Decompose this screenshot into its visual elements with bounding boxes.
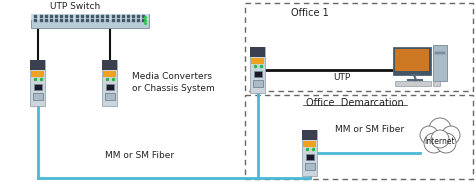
FancyBboxPatch shape [302,130,317,140]
FancyBboxPatch shape [127,19,130,21]
FancyBboxPatch shape [55,19,58,21]
FancyBboxPatch shape [76,19,79,21]
FancyBboxPatch shape [34,84,42,90]
FancyBboxPatch shape [80,19,84,21]
FancyBboxPatch shape [60,19,63,21]
FancyBboxPatch shape [76,15,79,17]
FancyBboxPatch shape [45,15,48,17]
Text: Internet: Internet [424,136,455,145]
FancyBboxPatch shape [30,60,45,106]
FancyBboxPatch shape [96,15,99,17]
FancyBboxPatch shape [102,60,117,106]
Circle shape [423,133,443,153]
FancyBboxPatch shape [111,19,114,21]
FancyBboxPatch shape [122,19,125,21]
Text: Office 1: Office 1 [290,8,328,18]
FancyBboxPatch shape [106,19,109,21]
FancyBboxPatch shape [91,19,94,21]
FancyBboxPatch shape [132,15,135,17]
FancyBboxPatch shape [392,47,430,75]
FancyBboxPatch shape [304,163,314,170]
FancyBboxPatch shape [105,93,115,100]
FancyBboxPatch shape [34,15,38,17]
FancyBboxPatch shape [251,58,264,64]
FancyBboxPatch shape [122,15,125,17]
FancyBboxPatch shape [70,15,73,17]
FancyBboxPatch shape [306,154,313,160]
Circle shape [435,133,455,153]
Circle shape [430,130,448,148]
Text: MM or SM Fiber: MM or SM Fiber [105,151,174,159]
FancyBboxPatch shape [60,15,63,17]
FancyBboxPatch shape [137,19,140,21]
FancyBboxPatch shape [65,19,68,21]
FancyBboxPatch shape [434,52,444,54]
FancyBboxPatch shape [91,15,94,17]
FancyBboxPatch shape [132,19,135,21]
FancyBboxPatch shape [50,19,53,21]
FancyBboxPatch shape [111,15,114,17]
FancyBboxPatch shape [86,19,89,21]
FancyBboxPatch shape [33,93,43,100]
FancyBboxPatch shape [96,19,99,21]
FancyBboxPatch shape [394,49,428,71]
FancyBboxPatch shape [31,14,149,20]
Circle shape [441,126,459,144]
FancyBboxPatch shape [45,19,48,21]
FancyBboxPatch shape [394,81,430,86]
FancyBboxPatch shape [103,71,116,77]
FancyBboxPatch shape [137,15,140,17]
Text: MM or SM Fiber: MM or SM Fiber [335,126,404,134]
FancyBboxPatch shape [250,47,265,93]
FancyBboxPatch shape [31,14,149,28]
FancyBboxPatch shape [142,15,145,17]
FancyBboxPatch shape [40,19,42,21]
FancyBboxPatch shape [302,130,317,176]
FancyBboxPatch shape [102,60,117,70]
Circle shape [428,118,450,140]
FancyBboxPatch shape [252,80,262,87]
FancyBboxPatch shape [250,47,265,57]
FancyBboxPatch shape [86,15,89,17]
FancyBboxPatch shape [30,60,45,70]
FancyBboxPatch shape [142,19,145,21]
FancyBboxPatch shape [117,15,119,17]
Text: Office  Demarcation: Office Demarcation [306,98,403,108]
Text: UTP: UTP [332,73,349,82]
FancyBboxPatch shape [106,84,114,90]
FancyBboxPatch shape [432,81,439,86]
FancyBboxPatch shape [432,45,446,81]
FancyBboxPatch shape [127,15,130,17]
FancyBboxPatch shape [40,15,42,17]
FancyBboxPatch shape [101,15,104,17]
Text: Media Converters
or Chassis System: Media Converters or Chassis System [132,72,214,93]
FancyBboxPatch shape [303,141,316,147]
FancyBboxPatch shape [65,15,68,17]
Circle shape [419,126,437,144]
FancyBboxPatch shape [117,19,119,21]
FancyBboxPatch shape [101,19,104,21]
FancyBboxPatch shape [55,15,58,17]
FancyBboxPatch shape [34,19,38,21]
FancyBboxPatch shape [106,15,109,17]
FancyBboxPatch shape [70,19,73,21]
FancyBboxPatch shape [253,71,261,77]
FancyBboxPatch shape [31,71,44,77]
FancyBboxPatch shape [80,15,84,17]
Text: UTP Switch: UTP Switch [50,2,100,11]
FancyBboxPatch shape [50,15,53,17]
